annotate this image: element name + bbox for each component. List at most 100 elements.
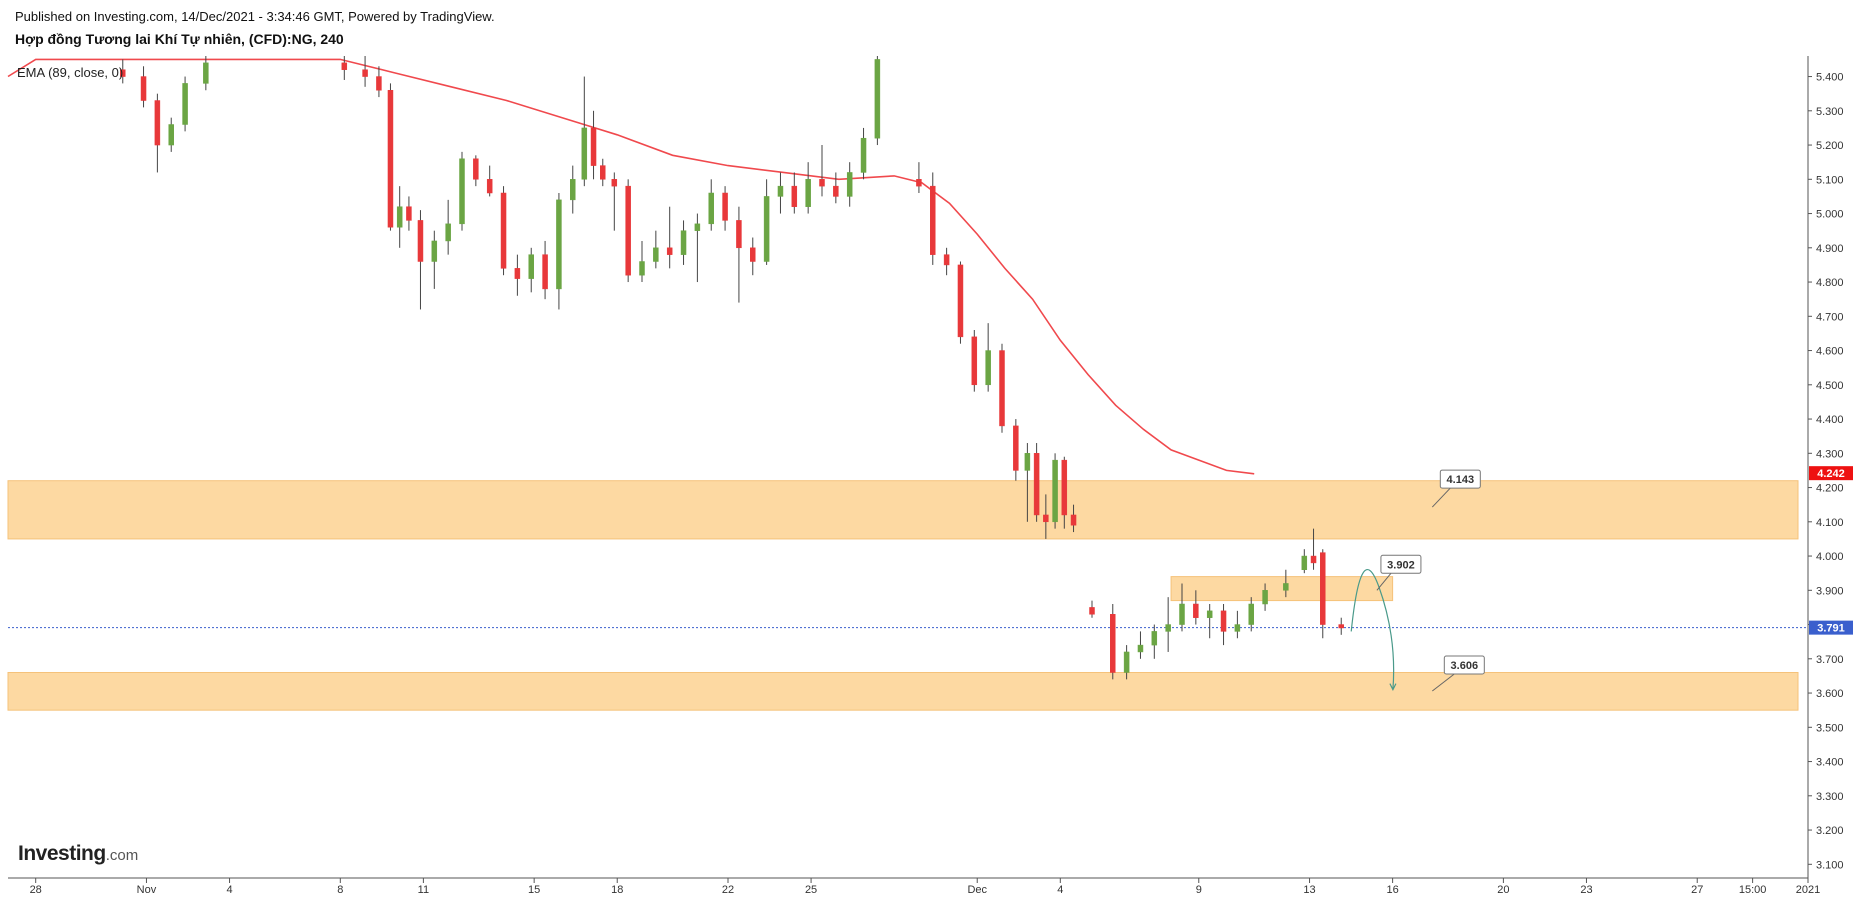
callout-4.143: 4.143	[1431, 469, 1481, 508]
y-tick-label: 4.000	[1816, 551, 1844, 563]
projection-layer	[1350, 569, 1397, 691]
candle	[957, 261, 964, 344]
candle	[653, 230, 659, 269]
callout-pointer	[1431, 487, 1451, 508]
candle-body	[1248, 603, 1254, 625]
x-tick-label: 11	[418, 884, 429, 896]
current-price-tag-label: 3.791	[1817, 623, 1845, 635]
candle-body	[750, 247, 756, 262]
callout-box	[1443, 655, 1485, 675]
candle	[722, 186, 728, 231]
candle-body	[777, 185, 784, 197]
candle	[805, 162, 811, 214]
x-tick-label: 15	[528, 884, 540, 896]
x-tick-label: 8	[337, 884, 343, 896]
callout-3.902: 3.902	[1376, 554, 1422, 591]
candle	[736, 206, 742, 303]
candle	[570, 165, 576, 214]
candle	[639, 240, 645, 283]
candle-body	[722, 192, 728, 221]
candle	[1320, 549, 1326, 639]
candle-body	[590, 127, 597, 166]
candle	[600, 158, 606, 187]
candle-body	[459, 158, 465, 225]
candle	[1179, 583, 1185, 632]
y-tick-label: 5.100	[1816, 174, 1844, 186]
callout-label: 3.606	[1451, 660, 1479, 672]
candle-body	[694, 223, 701, 231]
projection-curve	[1350, 569, 1395, 690]
x-tick-label: 4	[226, 884, 232, 896]
logo-main: Investing	[18, 842, 106, 865]
y-tick-label: 4.700	[1816, 311, 1844, 323]
candle	[846, 162, 853, 207]
callout-box	[1439, 469, 1481, 489]
candle-body	[957, 264, 964, 338]
candle-body	[916, 179, 922, 187]
candle	[406, 196, 412, 231]
callouts-layer: 4.143 3.902 3.606	[1376, 469, 1485, 692]
candle-body	[680, 230, 687, 255]
candle	[819, 145, 825, 197]
candle	[417, 210, 424, 310]
x-tick-label: 4	[1057, 884, 1063, 896]
candle	[590, 110, 597, 180]
candle	[1234, 610, 1241, 639]
x-tick-label: 9	[1196, 884, 1202, 896]
candle	[1193, 590, 1199, 625]
candle-body	[708, 192, 714, 225]
y-tick-label: 4.500	[1816, 380, 1844, 392]
candle	[1043, 494, 1049, 539]
chart-title: Hợp đồng Tương lai Khí Tự nhiên, (CFD):N…	[15, 31, 344, 47]
candle-body	[486, 179, 493, 194]
y-tick-label: 4.300	[1816, 448, 1844, 460]
candle-body	[140, 76, 147, 101]
x-tick-label: 13	[1303, 884, 1315, 896]
y-tick-label: 5.400	[1816, 72, 1844, 84]
ema-indicator-label[interactable]: EMA (89, close, 0)	[17, 65, 124, 80]
candle	[387, 83, 394, 231]
investing-logo: Investing.com	[18, 842, 138, 866]
candle-body	[999, 350, 1005, 427]
candle-body	[819, 179, 825, 187]
candle	[943, 247, 950, 276]
candle-body	[653, 247, 659, 262]
candle-body	[154, 100, 161, 146]
candle	[542, 240, 548, 300]
x-tick-label: 16	[1386, 884, 1398, 896]
candle	[1248, 597, 1254, 632]
candle	[750, 237, 756, 276]
x-tick-label: Dec	[967, 884, 987, 896]
candle-body	[514, 268, 521, 279]
candle-body	[1234, 624, 1241, 632]
current-price-tag-bg	[1809, 620, 1853, 635]
callout-label: 3.902	[1387, 559, 1415, 571]
candle-body	[203, 62, 209, 84]
ema-line	[7, 58, 1255, 475]
y-tick-label: 3.400	[1816, 757, 1844, 769]
candle	[459, 151, 465, 231]
x-tick-label: 23	[1580, 884, 1592, 896]
zone-2	[7, 672, 1799, 711]
current-price-tag: 3.791	[1809, 620, 1853, 635]
candle-body	[846, 172, 853, 197]
axes-layer: 5.400 5.300 5.200 5.100 5.000 4.900 4.800 4.700…	[8, 56, 1853, 896]
candle-body	[611, 179, 618, 187]
candle-body	[1301, 555, 1308, 570]
candle	[514, 254, 521, 296]
candle	[1110, 604, 1116, 680]
candle	[473, 155, 479, 187]
candle-body	[1033, 453, 1040, 516]
candle	[362, 56, 368, 87]
candle-body	[639, 261, 645, 276]
ema-layer	[7, 58, 1255, 475]
x-tick-label: 22	[722, 884, 734, 896]
candle-body	[1193, 603, 1199, 618]
candle	[376, 66, 382, 98]
x-tick-label: 20	[1497, 884, 1509, 896]
y-tick-label: 3.600	[1816, 688, 1844, 700]
candle-body	[833, 185, 839, 197]
y-tick-label: 3.200	[1816, 825, 1844, 837]
candle	[611, 172, 618, 231]
